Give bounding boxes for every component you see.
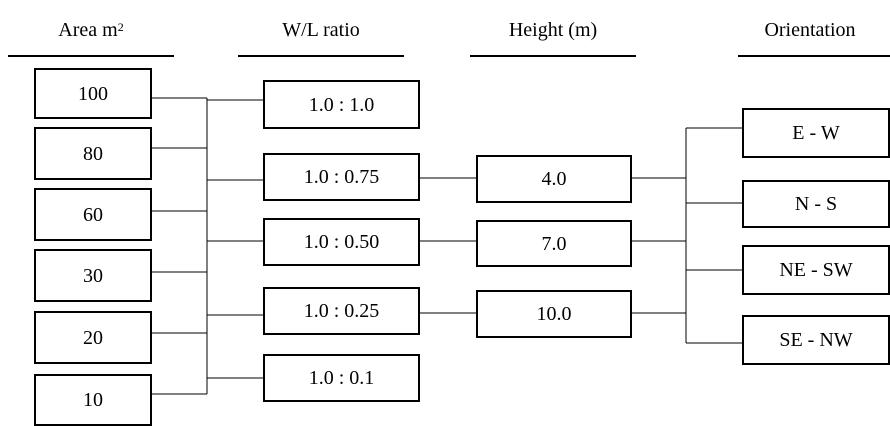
orientation-box-ne-sw: NE - SW bbox=[742, 245, 890, 295]
area-box-20: 20 bbox=[34, 311, 152, 364]
height-box-7: 7.0 bbox=[476, 220, 632, 267]
wl-box-0-25: 1.0 : 0.25 bbox=[263, 287, 420, 335]
orientation-box-se-nw: SE - NW bbox=[742, 315, 890, 365]
area-box-10: 10 bbox=[34, 374, 152, 426]
height-box-10: 10.0 bbox=[476, 290, 632, 338]
orientation-box-e-w: E - W bbox=[742, 108, 890, 158]
wl-box-0-50: 1.0 : 0.50 bbox=[263, 218, 420, 266]
height-box-4: 4.0 bbox=[476, 155, 632, 203]
wl-box-1-0: 1.0 : 1.0 bbox=[263, 80, 420, 129]
header-area: Area m2 bbox=[8, 18, 174, 42]
wl-box-0-1: 1.0 : 0.1 bbox=[263, 354, 420, 402]
header-height-rule bbox=[470, 55, 636, 57]
area-box-60: 60 bbox=[34, 188, 152, 241]
orientation-box-n-s: N - S bbox=[742, 180, 890, 228]
header-area-text: Area m bbox=[58, 19, 118, 41]
header-area-rule bbox=[8, 55, 174, 57]
area-box-30: 30 bbox=[34, 249, 152, 302]
header-height: Height (m) bbox=[508, 19, 598, 41]
header-wl-rule bbox=[238, 55, 404, 57]
wl-box-0-75: 1.0 : 0.75 bbox=[263, 153, 420, 201]
header-area-superscript: 2 bbox=[117, 20, 124, 34]
area-box-100: 100 bbox=[34, 68, 152, 119]
header-wl: W/L ratio bbox=[282, 19, 360, 41]
header-orientation-rule bbox=[738, 55, 890, 57]
area-box-80: 80 bbox=[34, 127, 152, 180]
header-orientation: Orientation bbox=[764, 19, 856, 41]
